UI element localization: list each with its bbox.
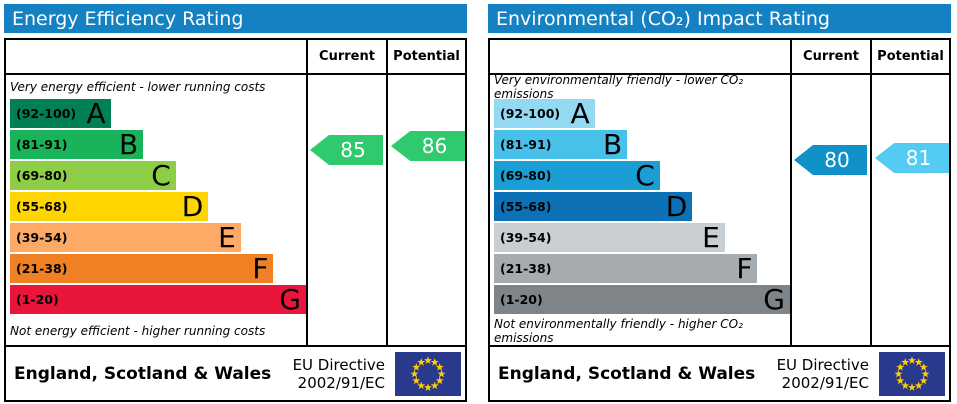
- band-c-row: (69-80) C: [10, 161, 306, 190]
- band-g: (1-20) G: [494, 285, 790, 314]
- band-g-letter: G: [763, 282, 785, 316]
- band-a-row: (92-100) A: [10, 99, 306, 128]
- rating-table: Current Potential Very energy efficient …: [4, 38, 467, 402]
- band-a-range: (92-100): [500, 106, 561, 121]
- band-f-range: (21-38): [500, 261, 552, 276]
- band-e-row: (39-54) E: [494, 223, 790, 252]
- band-c: (69-80) C: [494, 161, 660, 190]
- band-g-range: (1-20): [500, 292, 543, 307]
- environmental-impact-chart: Environmental (CO₂) Impact Rating Curren…: [488, 4, 951, 402]
- chart-title: Environmental (CO₂) Impact Rating: [488, 4, 951, 33]
- potential-column-header: Potential: [870, 40, 949, 75]
- band-e: (39-54) E: [494, 223, 725, 252]
- band-a-row: (92-100) A: [494, 99, 790, 128]
- top-caption: Very energy efficient - lower running co…: [10, 80, 266, 94]
- band-d-row: (55-68) D: [494, 192, 790, 221]
- band-d: (55-68) D: [494, 189, 693, 223]
- current-column-header: Current: [790, 40, 870, 75]
- band-e-range: (39-54): [500, 230, 552, 245]
- current-rating-arrow: 80: [794, 145, 867, 175]
- band-g-row: (1-20) G: [10, 285, 306, 314]
- band-c-row: (69-80) C: [494, 161, 790, 190]
- band-b: (81-91) B: [494, 127, 628, 161]
- band-f-row: (21-38) F: [10, 254, 306, 283]
- eu-directive-label: EU Directive 2002/91/EC: [292, 355, 385, 392]
- band-e: (39-54) E: [10, 223, 241, 252]
- band-d-range: (55-68): [500, 199, 552, 214]
- rating-bands: Very energy efficient - lower running co…: [6, 75, 306, 345]
- band-f-range: (21-38): [16, 261, 68, 276]
- band-d-range: (55-68): [16, 199, 68, 214]
- band-a-range: (92-100): [16, 106, 77, 121]
- potential-rating-cell: 81: [870, 75, 949, 345]
- band-c-range: (69-80): [16, 168, 68, 183]
- band-c: (69-80) C: [10, 161, 176, 190]
- band-b-letter: B: [118, 127, 139, 161]
- current-rating-cell: 85: [306, 75, 386, 345]
- current-column-header: Current: [306, 40, 386, 75]
- energy-efficiency-chart: Energy Efficiency Rating Current Potenti…: [4, 4, 467, 402]
- rating-table: Current Potential Very environmentally f…: [488, 38, 951, 402]
- band-g-row: (1-20) G: [494, 285, 790, 314]
- band-g: (1-20) G: [10, 285, 306, 314]
- band-a: (92-100) A: [10, 99, 111, 128]
- chart-footer: England, Scotland & Wales EU Directive 2…: [6, 345, 465, 400]
- bottom-caption: Not environmentally friendly - higher CO…: [494, 316, 743, 345]
- rating-bands: Very environmentally friendly - lower CO…: [490, 73, 790, 345]
- band-f: (21-38) F: [494, 251, 758, 285]
- band-c-letter: C: [151, 158, 171, 192]
- eu-flag-icon: [395, 351, 461, 396]
- eu-directive-label: EU Directive 2002/91/EC: [776, 355, 869, 392]
- band-f-letter: F: [736, 251, 753, 285]
- band-d-row: (55-68) D: [10, 192, 306, 221]
- potential-rating-arrow: 86: [391, 131, 465, 161]
- band-e-row: (39-54) E: [10, 223, 306, 252]
- band-a-letter: A: [570, 96, 590, 130]
- band-a: (92-100) A: [494, 99, 595, 128]
- band-b-letter: B: [602, 127, 623, 161]
- band-e-letter: E: [218, 220, 236, 254]
- current-rating-cell: 80: [790, 75, 870, 345]
- potential-rating-arrow: 81: [875, 143, 949, 173]
- band-e-range: (39-54): [16, 230, 68, 245]
- band-c-letter: C: [635, 158, 655, 192]
- band-f: (21-38) F: [10, 251, 274, 285]
- chart-footer: England, Scotland & Wales EU Directive 2…: [490, 345, 949, 400]
- rating-column-header: [6, 40, 306, 75]
- band-b-range: (81-91): [500, 137, 552, 152]
- band-c-range: (69-80): [500, 168, 552, 183]
- band-g-letter: G: [279, 282, 301, 316]
- band-b-range: (81-91): [16, 137, 68, 152]
- chart-title: Energy Efficiency Rating: [4, 4, 467, 33]
- rating-column-header: [490, 40, 790, 75]
- current-rating-arrow: 85: [310, 135, 383, 165]
- band-e-letter: E: [702, 220, 720, 254]
- potential-rating-cell: 86: [386, 75, 465, 345]
- region-label: England, Scotland & Wales: [14, 363, 272, 384]
- band-b-row: (81-91) B: [10, 130, 306, 159]
- band-f-letter: F: [252, 251, 269, 285]
- bottom-caption: Not energy efficient - higher running co…: [10, 323, 266, 338]
- band-f-row: (21-38) F: [494, 254, 790, 283]
- band-b: (81-91) B: [10, 127, 144, 161]
- band-d-letter: D: [181, 189, 204, 223]
- band-g-range: (1-20): [16, 292, 59, 307]
- band-a-letter: A: [86, 96, 106, 130]
- potential-column-header: Potential: [386, 40, 465, 75]
- band-b-row: (81-91) B: [494, 130, 790, 159]
- region-label: England, Scotland & Wales: [498, 363, 756, 384]
- eu-flag-icon: [879, 351, 945, 396]
- band-d-letter: D: [665, 189, 688, 223]
- top-caption: Very environmentally friendly - lower CO…: [494, 73, 744, 101]
- band-d: (55-68) D: [10, 189, 209, 223]
